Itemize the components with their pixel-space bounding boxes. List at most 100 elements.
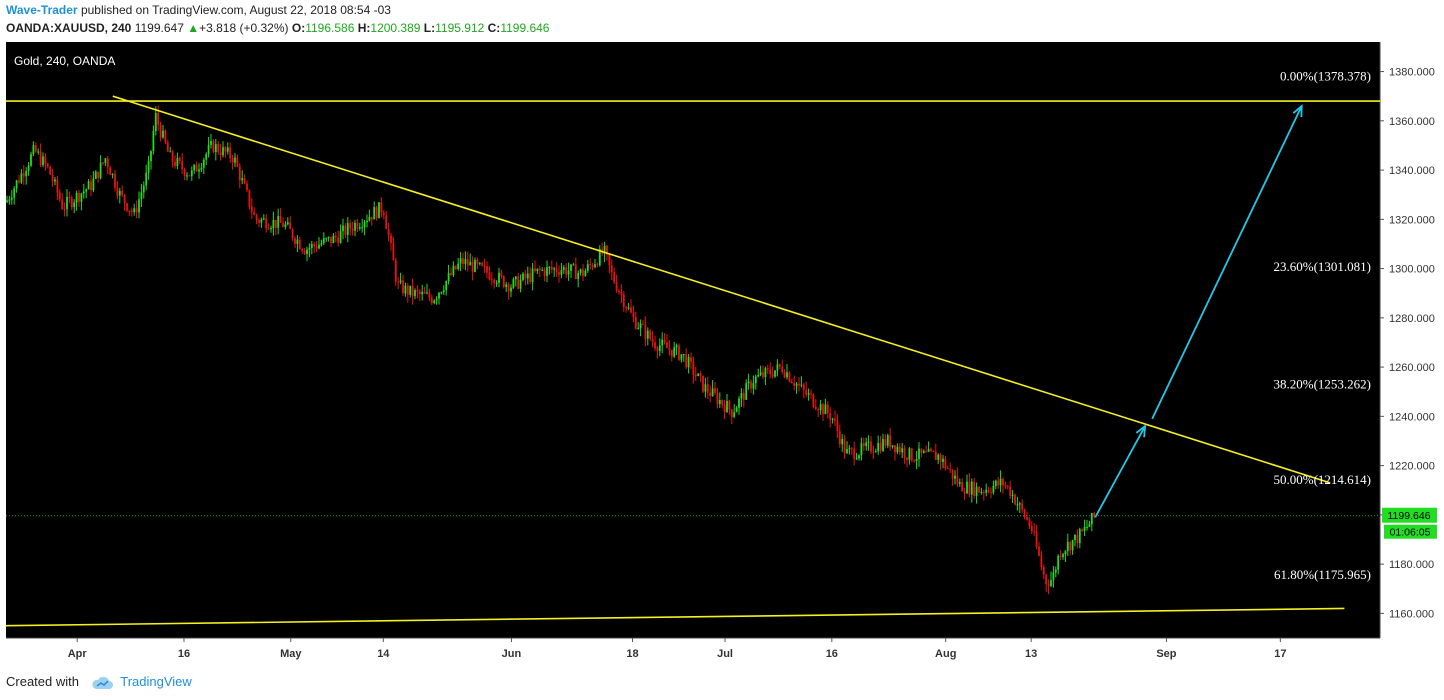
candle-body: [783, 372, 786, 378]
candle-body: [428, 292, 431, 298]
candle-body: [1086, 526, 1088, 528]
candle-body: [267, 228, 270, 230]
candle-body: [898, 446, 901, 453]
candle-body: [915, 459, 918, 461]
candle-body: [282, 222, 284, 227]
candle-body: [447, 273, 450, 282]
candle-body: [1014, 494, 1016, 505]
candle-body: [922, 451, 925, 453]
candle-body: [625, 307, 628, 309]
candle-body: [270, 228, 272, 230]
candle-body: [402, 280, 404, 294]
candle-body: [951, 469, 954, 479]
candle-body: [630, 307, 632, 313]
candle-body: [421, 291, 424, 295]
candle-body: [978, 486, 980, 493]
candle-body: [774, 370, 776, 377]
candle-body: [61, 199, 64, 209]
candle-body: [891, 445, 894, 448]
x-tick-label: Apr: [68, 648, 88, 660]
candle-body: [1066, 542, 1069, 552]
candle-body: [618, 290, 620, 293]
candle-body: [246, 183, 248, 191]
candle-body: [1038, 546, 1040, 556]
candle-body: [121, 190, 124, 195]
candle-body: [519, 279, 522, 289]
candle-body: [433, 300, 436, 304]
change-value: +3.818 (+0.32%): [199, 21, 289, 35]
candle-body: [879, 443, 882, 451]
candle-body: [802, 384, 805, 390]
candle-body: [260, 219, 263, 223]
candle-body: [298, 239, 301, 249]
last-price-tag-label: 1199.646: [1387, 510, 1430, 522]
candle-body: [526, 273, 529, 279]
candle-body: [322, 238, 325, 244]
candle-body: [1090, 513, 1093, 525]
candle-body: [982, 492, 985, 494]
author-link[interactable]: Wave-Trader: [6, 3, 78, 17]
candle-body: [942, 458, 944, 462]
candle-body: [932, 450, 935, 452]
candle-body: [248, 190, 251, 207]
candle-body: [834, 418, 836, 421]
candle-body: [200, 167, 203, 170]
candle-body: [190, 170, 193, 177]
y-tick-label: 1220.000: [1389, 461, 1435, 473]
candle-body: [934, 451, 937, 460]
candle-body: [488, 272, 491, 280]
candle-body: [34, 145, 37, 152]
price-axis[interactable]: [1380, 42, 1438, 638]
candle-body: [90, 181, 92, 191]
candle-body: [807, 393, 810, 395]
arrow-head-icon: [1135, 424, 1147, 438]
candle-body: [286, 222, 289, 225]
candle-body: [958, 482, 961, 484]
candle-body: [75, 192, 78, 203]
candle-body: [742, 392, 745, 400]
trend-line: [112, 95, 1331, 484]
y-tick-label: 1240.000: [1389, 411, 1435, 423]
candle-body: [685, 354, 688, 368]
candle-body: [68, 196, 71, 199]
price-chart[interactable]: Gold, 240, OANDA 1160.0001180.0001200.00…: [0, 0, 1444, 670]
candle-body: [1057, 555, 1060, 570]
candle-body: [550, 267, 553, 270]
candle-body: [133, 208, 136, 213]
candle-body: [1088, 524, 1091, 527]
candle-body: [901, 448, 904, 453]
candle-body: [562, 267, 565, 271]
candle-body: [759, 372, 762, 375]
candle-body: [210, 140, 212, 146]
x-tick-label: May: [280, 648, 302, 660]
open-value: 1196.586: [305, 21, 355, 35]
candle-body: [231, 158, 234, 163]
candle-body: [327, 236, 330, 239]
candle-body: [363, 222, 366, 228]
candle-body: [250, 206, 253, 212]
candle-body: [973, 481, 976, 496]
candle-body: [471, 261, 474, 272]
candle-body: [416, 290, 419, 292]
candle-body: [675, 345, 678, 348]
candle-body: [308, 247, 311, 250]
candle-body: [262, 218, 265, 220]
candle-body: [202, 159, 205, 168]
candle-body: [229, 147, 232, 159]
candle-body: [970, 481, 973, 495]
candle-body: [529, 273, 532, 283]
candle-body: [219, 152, 222, 156]
candle-body: [1040, 555, 1043, 568]
tradingview-link[interactable]: TradingView: [120, 674, 192, 689]
candle-body: [1059, 555, 1062, 558]
candle-body: [697, 373, 700, 377]
candle-body: [1081, 529, 1084, 531]
candle-body: [102, 162, 104, 164]
candle-body: [1028, 519, 1031, 526]
candle-body: [426, 292, 428, 294]
candle-body: [980, 492, 983, 494]
candle-body: [1009, 486, 1012, 497]
candle-body: [32, 145, 35, 155]
candle-body: [106, 158, 109, 168]
high-label: H:: [357, 21, 371, 35]
